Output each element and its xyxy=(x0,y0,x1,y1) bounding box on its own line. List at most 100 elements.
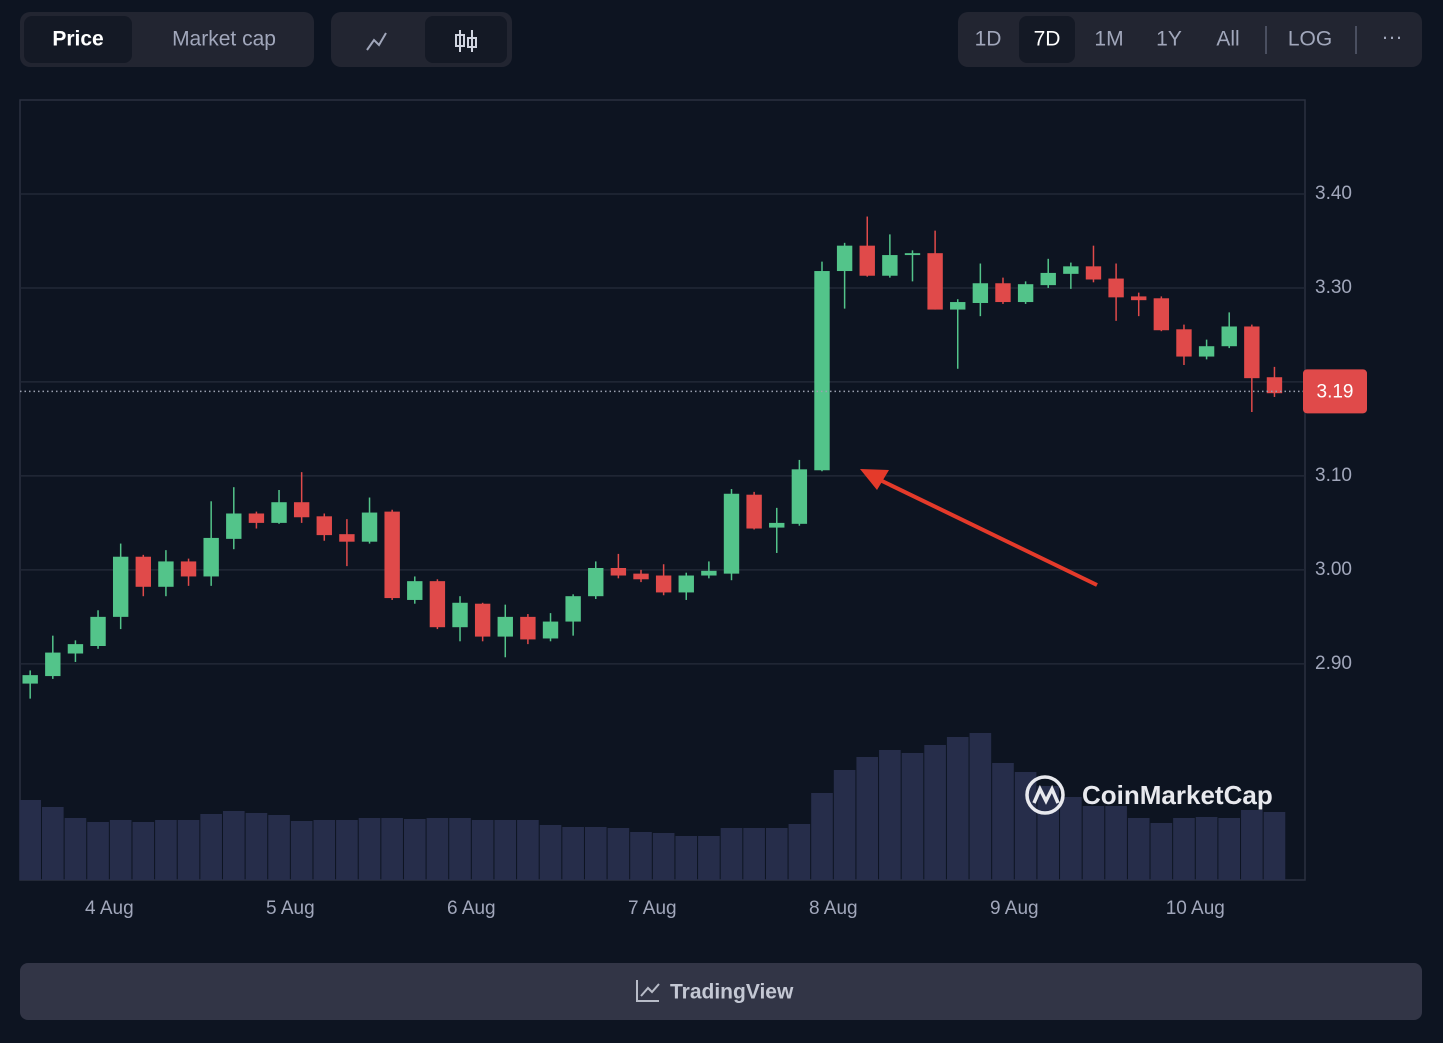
volume-bar xyxy=(381,818,403,880)
tradingview-label[interactable]: TradingView xyxy=(670,981,794,1004)
x-tick-label: 10 Aug xyxy=(1166,898,1225,919)
active-chart-type[interactable] xyxy=(425,16,507,63)
volume-bar xyxy=(494,820,517,880)
watermark-logo xyxy=(1025,775,1065,815)
candle-body xyxy=(565,596,581,622)
y-tick-label: 3.30 xyxy=(1315,277,1352,298)
volume-bar xyxy=(946,737,969,880)
x-tick-label: 5 Aug xyxy=(266,898,315,919)
line-chart-icon[interactable] xyxy=(366,32,387,51)
volume-bar xyxy=(268,815,290,880)
volume-bar xyxy=(358,818,381,880)
candle-body xyxy=(112,556,129,617)
x-tick-label: 8 Aug xyxy=(809,898,858,919)
volume-bar xyxy=(1105,806,1127,880)
watermark: CoinMarketCap xyxy=(1082,780,1273,810)
volume-bar xyxy=(336,820,358,880)
volume-bar xyxy=(788,824,811,880)
volume-bar xyxy=(969,733,992,880)
candle-body xyxy=(701,570,717,576)
candle-body xyxy=(927,253,943,310)
volume-bar xyxy=(1014,772,1037,880)
volume-bar xyxy=(1241,810,1263,880)
tradingview-icon xyxy=(636,980,659,1002)
volume-bar xyxy=(765,828,788,880)
volume-bar xyxy=(924,745,946,880)
tab[interactable]: Price xyxy=(52,28,103,51)
candle-body xyxy=(293,502,310,518)
volume-bar xyxy=(630,832,652,880)
candle-body xyxy=(814,271,830,471)
tab[interactable]: Market cap xyxy=(172,28,276,51)
y-tick-label: 2.90 xyxy=(1315,653,1352,674)
arrow xyxy=(879,478,1098,587)
candle-body xyxy=(22,675,38,684)
volume-bar xyxy=(1150,823,1173,880)
arrow-head xyxy=(860,469,889,490)
volume-bar xyxy=(471,820,494,880)
volume-bar xyxy=(132,822,155,880)
volume-bar xyxy=(1082,806,1105,880)
candle-body xyxy=(158,561,174,587)
candle-body xyxy=(407,581,423,600)
candle-body xyxy=(1176,329,1192,357)
candle-body xyxy=(226,513,242,539)
volume-bar xyxy=(426,818,449,880)
candle-body xyxy=(746,494,762,529)
candle-body xyxy=(995,283,1011,303)
candle-body xyxy=(1063,266,1079,274)
last-price-badge xyxy=(1303,369,1367,414)
candle-body xyxy=(633,573,649,580)
active-tab[interactable] xyxy=(24,16,132,63)
volume-bar xyxy=(833,770,856,880)
candle-body xyxy=(361,512,378,542)
candle-body xyxy=(836,245,853,272)
volume-bar xyxy=(562,827,584,880)
volume-bar xyxy=(155,820,177,880)
candle-body xyxy=(520,616,536,640)
x-tick-label: 4 Aug xyxy=(85,898,134,919)
range-button[interactable]: 7D xyxy=(1034,28,1061,51)
range-button[interactable]: 1M xyxy=(1094,28,1123,51)
log-toggle[interactable]: LOG xyxy=(1288,28,1332,51)
candle-body xyxy=(1040,272,1056,286)
candle-body xyxy=(203,537,219,577)
candle-body xyxy=(339,534,355,542)
candle-body xyxy=(655,575,672,593)
volume-bar xyxy=(245,813,268,880)
volume-bar xyxy=(1218,818,1241,880)
candle-body xyxy=(316,516,332,536)
volume-bar xyxy=(19,800,41,880)
active-range[interactable] xyxy=(1019,16,1075,63)
volume-bar xyxy=(1173,818,1195,880)
volume-bar xyxy=(200,814,222,880)
volume-bar xyxy=(177,820,200,880)
volume-bar xyxy=(901,753,924,880)
candle-body xyxy=(1198,346,1215,357)
candle-body xyxy=(429,581,446,628)
x-tick-label: 6 Aug xyxy=(447,898,496,919)
volume-bar xyxy=(539,825,562,880)
candle-body xyxy=(1153,298,1170,331)
volume-bar xyxy=(64,818,87,880)
volume-bar xyxy=(1060,797,1082,880)
candle-chart-icon[interactable] xyxy=(455,30,477,52)
more-button[interactable]: ··· xyxy=(1382,26,1403,49)
candle-body xyxy=(678,575,694,593)
candle-body xyxy=(542,621,559,639)
range-button[interactable]: 1Y xyxy=(1156,28,1182,51)
candle-body xyxy=(791,469,808,524)
volume-bar xyxy=(109,820,132,880)
range-button[interactable]: All xyxy=(1216,28,1239,51)
volume-bar xyxy=(879,750,901,880)
volume-bar xyxy=(811,793,833,880)
volume-bar xyxy=(313,820,336,880)
candle-body xyxy=(950,302,966,310)
candle-body xyxy=(90,616,106,646)
range-button[interactable]: 1D xyxy=(975,28,1002,51)
candle-body xyxy=(271,502,287,523)
volume-bar xyxy=(290,821,313,880)
tradingview-button[interactable] xyxy=(20,963,1422,1020)
